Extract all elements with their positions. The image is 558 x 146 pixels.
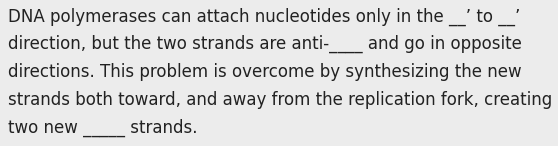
Text: DNA polymerases can attach nucleotides only in the __’ to __’: DNA polymerases can attach nucleotides o…	[8, 7, 521, 26]
Text: directions. This problem is overcome by synthesizing the new: directions. This problem is overcome by …	[8, 63, 522, 81]
Text: direction, but the two strands are anti-____ and go in opposite: direction, but the two strands are anti-…	[8, 35, 522, 53]
Text: two new _____ strands.: two new _____ strands.	[8, 118, 198, 137]
Text: strands both toward, and away from the replication fork, creating: strands both toward, and away from the r…	[8, 91, 552, 108]
